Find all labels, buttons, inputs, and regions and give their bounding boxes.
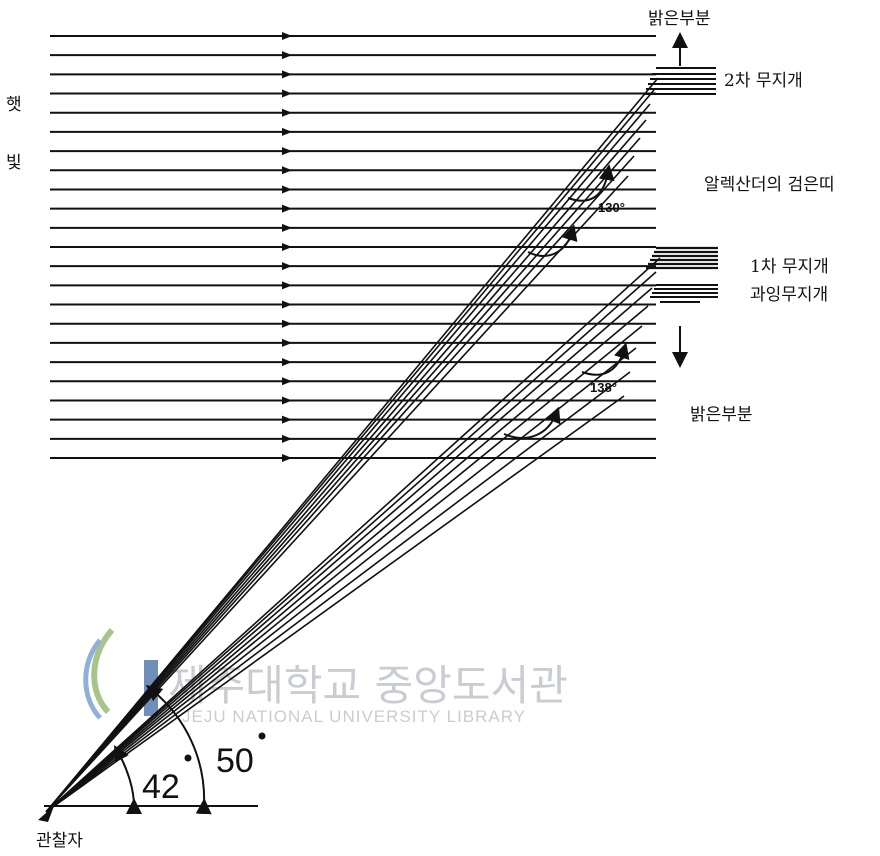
- observer-ray: [45, 347, 637, 813]
- angle-138-arc: [581, 342, 630, 376]
- watermark-english: JEJU NATIONAL UNIVERSITY LIBRARY: [182, 707, 526, 726]
- sun-ray-arrowhead: [282, 147, 292, 156]
- sun-ray-arrowhead: [282, 243, 292, 251]
- angle-138-label: 138°: [590, 380, 617, 395]
- sun-ray-arrowhead: [282, 127, 292, 136]
- observer-ray: [45, 325, 643, 813]
- sun-ray-arrowhead: [282, 319, 292, 328]
- alexander-band-label: 알렉산더의 검은띠: [704, 175, 835, 195]
- angle-130-arc: [567, 164, 615, 202]
- sun-ray-arrowhead: [282, 70, 292, 79]
- supernumerary-band: [650, 284, 718, 303]
- angle-42-arc: [114, 745, 143, 815]
- sun-ray-arrowhead: [282, 32, 292, 40]
- sun-ray-arrowhead: [282, 108, 292, 117]
- sun-ray-arrowhead: [282, 223, 292, 232]
- sun-ray-arrowhead: [282, 204, 292, 213]
- sun-ray-arrowhead: [282, 338, 292, 347]
- sun-ray-arrowhead: [282, 51, 292, 60]
- observer-arrow: [38, 806, 54, 822]
- angle-130-label: 130°: [598, 200, 625, 215]
- observer-rays: [45, 77, 661, 813]
- observer-ray: [45, 287, 653, 813]
- secondary-rainbow-band: [644, 67, 716, 95]
- angle-42-label: 42: [142, 768, 180, 806]
- sun-rays: [50, 32, 656, 462]
- angle-130-arc-lower: [527, 224, 578, 257]
- observer-ray: [45, 395, 625, 813]
- observer-ray: [45, 371, 631, 813]
- angle-50-label: 50: [216, 742, 254, 780]
- observer-ray: [45, 155, 635, 813]
- sunlight-label-2: 빛: [6, 153, 22, 173]
- sun-ray-arrowhead: [282, 262, 292, 271]
- observer-ray: [45, 175, 629, 813]
- sun-ray-arrowhead: [282, 281, 292, 290]
- angle-50-arc: [145, 684, 212, 815]
- angle-42-degree-mark: [184, 754, 192, 762]
- bottom-bright-label: 밝은부분: [690, 405, 753, 425]
- sun-ray-arrowhead: [282, 166, 292, 175]
- sun-ray-arrowhead: [282, 415, 292, 424]
- sun-ray-arrowhead: [282, 89, 292, 98]
- sun-ray-arrowhead: [282, 377, 292, 386]
- observer-ray: [45, 137, 641, 813]
- sun-ray-arrowhead: [282, 396, 292, 405]
- sun-ray-arrowhead: [282, 434, 292, 443]
- observer-label: 관찰자: [36, 831, 83, 851]
- library-logo: [83, 628, 158, 720]
- observer-ray: [45, 271, 657, 813]
- top-bright-label: 밝은부분: [648, 9, 711, 29]
- primary-rainbow-label: 1차 무지개: [750, 257, 829, 277]
- observer-ray: [45, 257, 661, 813]
- sun-ray-arrowhead: [282, 185, 292, 194]
- angle-138-arc-lower: [503, 406, 561, 439]
- sun-ray-arrowhead: [282, 300, 292, 309]
- sunlight-label-1: 햇: [6, 95, 22, 115]
- primary-rainbow-band: [646, 246, 718, 270]
- sun-ray-arrowhead: [282, 358, 292, 367]
- sun-ray-arrowhead: [282, 454, 292, 462]
- secondary-rainbow-label: 2차 무지개: [724, 71, 803, 91]
- supernumerary-label: 과잉무지개: [750, 285, 828, 305]
- angle-50-degree-mark: [258, 732, 266, 740]
